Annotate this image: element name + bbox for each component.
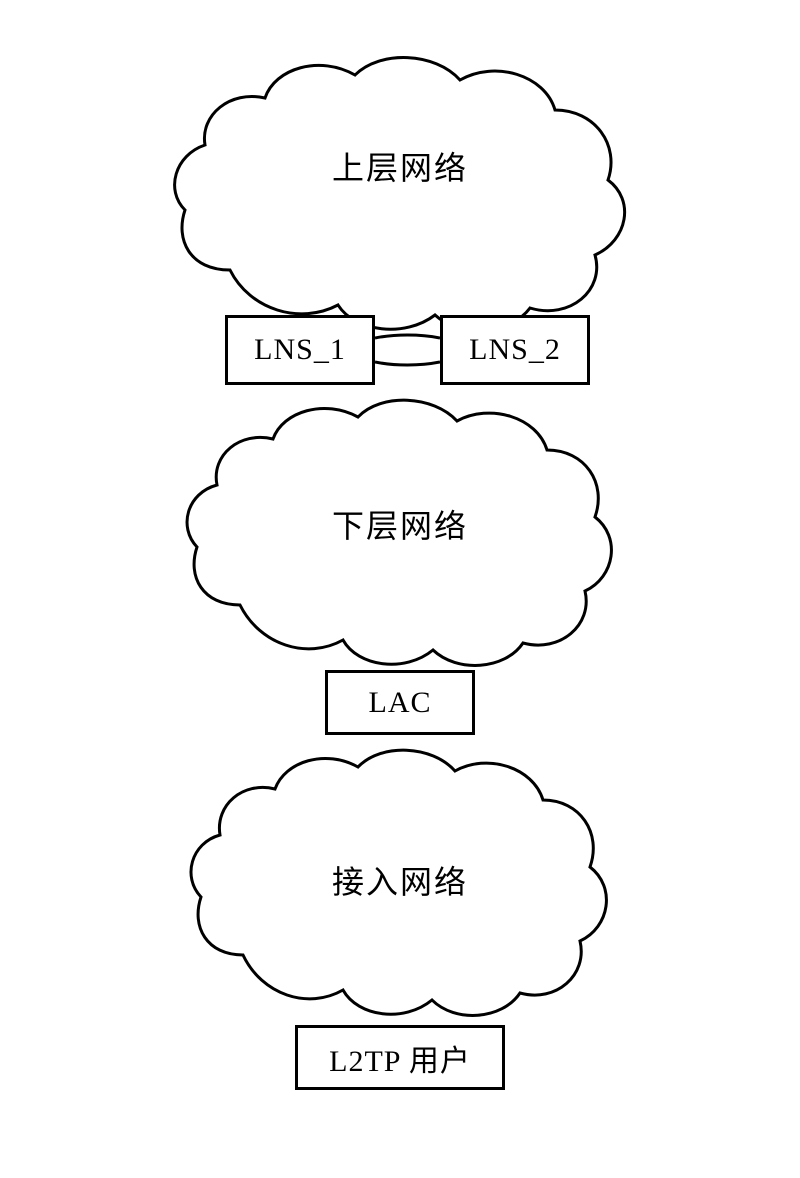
cloud-lower-label: 下层网络 [332,501,468,547]
cloud-lower-network: 下层网络 [175,385,625,675]
node-lns2: LNS_2 [440,315,590,385]
cloud-access-network: 接入网络 [180,735,620,1025]
connector-lns1-lns2 [375,330,440,370]
node-l2tp-user: L2TP 用户 [295,1025,505,1090]
cloud-upper-network: 上层网络 [160,40,640,340]
node-l2tp-user-label: L2TP 用户 [329,1036,471,1080]
node-lac-label: LAC [369,686,432,720]
node-lns1-label: LNS_1 [254,333,346,367]
cloud-upper-label: 上层网络 [332,143,468,189]
node-lns1: LNS_1 [225,315,375,385]
node-lac: LAC [325,670,475,735]
node-lns2-label: LNS_2 [469,333,561,367]
cloud-access-label: 接入网络 [332,857,468,903]
l2tp-network-diagram: 上层网络 LNS_1 LNS_2 下层网络 LAC 接入网络 L2TP 用户 [120,40,680,1140]
